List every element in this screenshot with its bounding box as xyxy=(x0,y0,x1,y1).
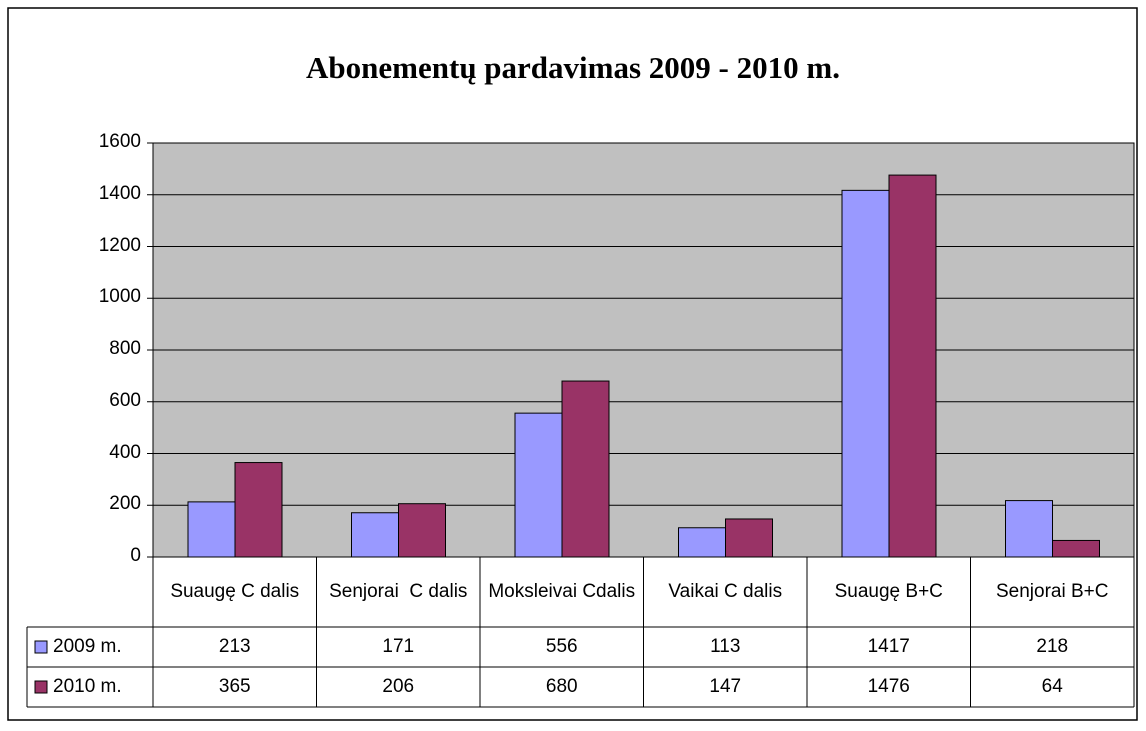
table-value: 680 xyxy=(545,676,578,697)
bar xyxy=(725,518,773,558)
chart-title: Abonementų pardavimas 2009 - 2010 m. xyxy=(306,50,840,85)
legend-label: 2009 m. xyxy=(53,636,122,657)
x-tick-label: Senjorai B+C xyxy=(996,581,1109,602)
table-value: 206 xyxy=(382,676,415,697)
table-value: 1417 xyxy=(867,636,910,657)
bar xyxy=(678,527,726,558)
bar xyxy=(561,380,610,558)
bar xyxy=(1005,500,1053,558)
legend-key xyxy=(34,680,48,694)
y-tick-label: 800 xyxy=(109,338,141,359)
frame xyxy=(7,7,1138,721)
table-value: 218 xyxy=(1036,636,1069,657)
legend-key xyxy=(34,640,48,654)
table-value: 64 xyxy=(1041,676,1063,697)
bar xyxy=(841,189,890,558)
y-tick-label: 0 xyxy=(130,545,141,566)
bar xyxy=(1052,539,1100,558)
bar xyxy=(514,412,563,558)
table-value: 171 xyxy=(382,636,415,657)
bar xyxy=(234,462,283,558)
table-value: 113 xyxy=(710,636,741,657)
table-value: 147 xyxy=(709,676,742,697)
bar xyxy=(351,512,399,558)
table-value: 213 xyxy=(218,636,251,657)
x-tick-label: Senjorai C dalis xyxy=(329,581,468,602)
x-tick-label: Suaugę B+C xyxy=(834,581,943,602)
y-tick-label: 400 xyxy=(109,441,141,463)
y-tick-label: 1400 xyxy=(98,182,141,204)
table-value: 556 xyxy=(545,636,578,657)
y-tick-label: 600 xyxy=(109,389,141,411)
y-tick-label: 1000 xyxy=(98,286,141,308)
y-tick-label: 1600 xyxy=(98,131,141,152)
x-tick-label: Vaikai C dalis xyxy=(668,581,783,602)
x-tick-label: Moksleivai Cdalis xyxy=(488,581,636,602)
bar xyxy=(888,174,937,558)
y-tick-label: 200 xyxy=(109,493,141,515)
table-value: 365 xyxy=(218,676,251,697)
bar xyxy=(187,501,236,558)
table-value: 1476 xyxy=(867,676,910,697)
y-tick-label: 1200 xyxy=(98,234,141,256)
legend-label: 2010 m. xyxy=(53,676,122,697)
bar xyxy=(398,503,446,558)
x-tick-label: Suaugę C dalis xyxy=(170,581,300,602)
